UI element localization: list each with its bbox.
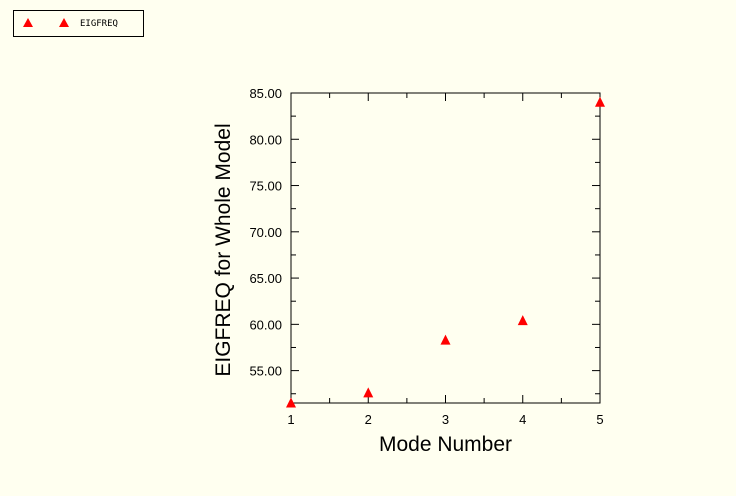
data-point	[440, 334, 451, 345]
y-tick-label: 65.00	[249, 271, 282, 286]
x-tick-label: 1	[287, 412, 294, 427]
x-tick-label: 3	[442, 412, 449, 427]
x-tick-label: 2	[365, 412, 372, 427]
y-tick-label: 80.00	[249, 132, 282, 147]
y-axis-title: EIGFREQ for Whole Model	[212, 123, 235, 376]
legend-label: EIGFREQ	[80, 19, 118, 29]
plot-frame	[290, 92, 601, 404]
data-point	[595, 96, 605, 107]
y-tick-label: 85.00	[249, 86, 282, 101]
data-point	[517, 315, 528, 326]
data-point	[286, 397, 296, 408]
y-tick-label: 70.00	[249, 225, 282, 240]
x-tick-label: 4	[519, 412, 526, 427]
legend-box: EIGFREQ	[13, 10, 144, 37]
x-tick-label: 5	[596, 412, 603, 427]
legend-marker-icon	[59, 18, 69, 27]
y-tick-label: 55.00	[249, 364, 282, 379]
y-tick-label: 75.00	[249, 179, 282, 194]
data-point	[363, 387, 374, 398]
x-axis-title: Mode Number	[379, 433, 512, 456]
legend-marker-icon	[23, 18, 33, 27]
y-tick-label: 60.00	[249, 317, 282, 332]
